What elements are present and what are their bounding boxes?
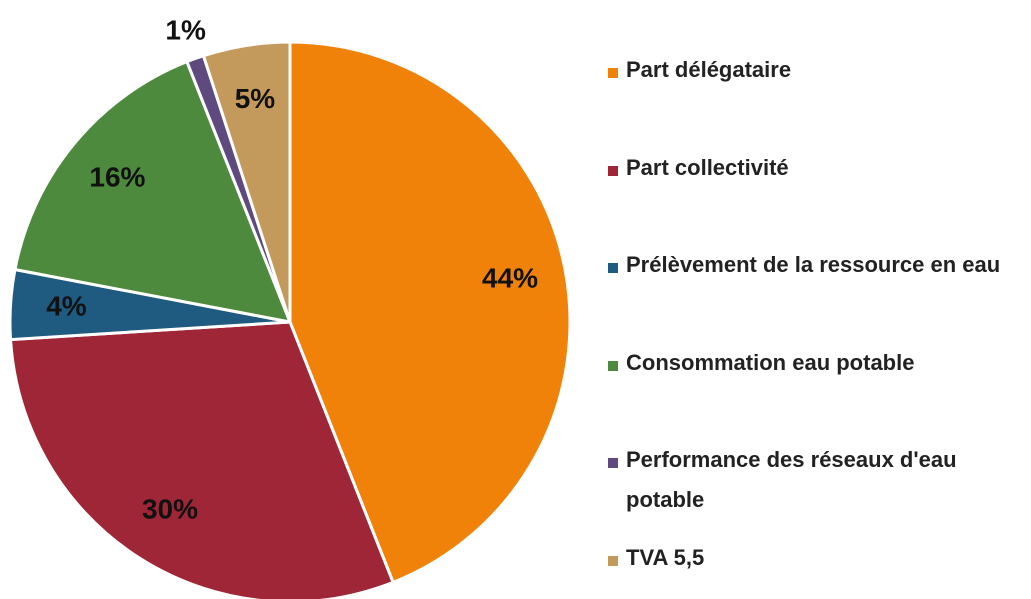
legend-item: Part collectivité xyxy=(608,155,1018,188)
legend-label: Prélèvement de la ressource en eau xyxy=(626,252,1001,278)
data-label: 30% xyxy=(142,494,198,525)
pie-slice xyxy=(8,320,396,599)
legend-label: Performance des réseaux d'eau potable xyxy=(626,447,957,513)
pie-slice xyxy=(13,59,293,324)
data-label: 44% xyxy=(482,262,538,293)
legend-swatch xyxy=(608,556,618,566)
legend-label: Part collectivité xyxy=(626,154,789,180)
legend-item: Prélèvement de la ressource en eau xyxy=(608,252,1018,285)
legend-label: Consommation eau potable xyxy=(626,349,915,375)
legend-swatch xyxy=(608,360,618,371)
data-label: 4% xyxy=(46,290,87,321)
legend-swatch xyxy=(608,263,618,274)
data-label: 5% xyxy=(235,83,276,114)
pie-slice xyxy=(201,40,292,323)
legend-swatch xyxy=(608,68,618,78)
legend-item: Performance des réseaux d'eau potable xyxy=(608,447,1018,520)
legend-label: Part délégataire xyxy=(626,57,792,82)
legend-swatch xyxy=(608,458,618,469)
data-label: 16% xyxy=(89,162,145,193)
legend-item: Part délégataire xyxy=(608,57,1018,90)
data-label: 1% xyxy=(165,15,206,46)
legend-swatch xyxy=(608,165,618,176)
pie-slice xyxy=(288,40,572,585)
legend-item: TVA 5,5 xyxy=(608,545,1018,578)
legend-label: TVA 5,5 xyxy=(626,545,705,570)
legend-item: Consommation eau potable xyxy=(608,350,1018,383)
